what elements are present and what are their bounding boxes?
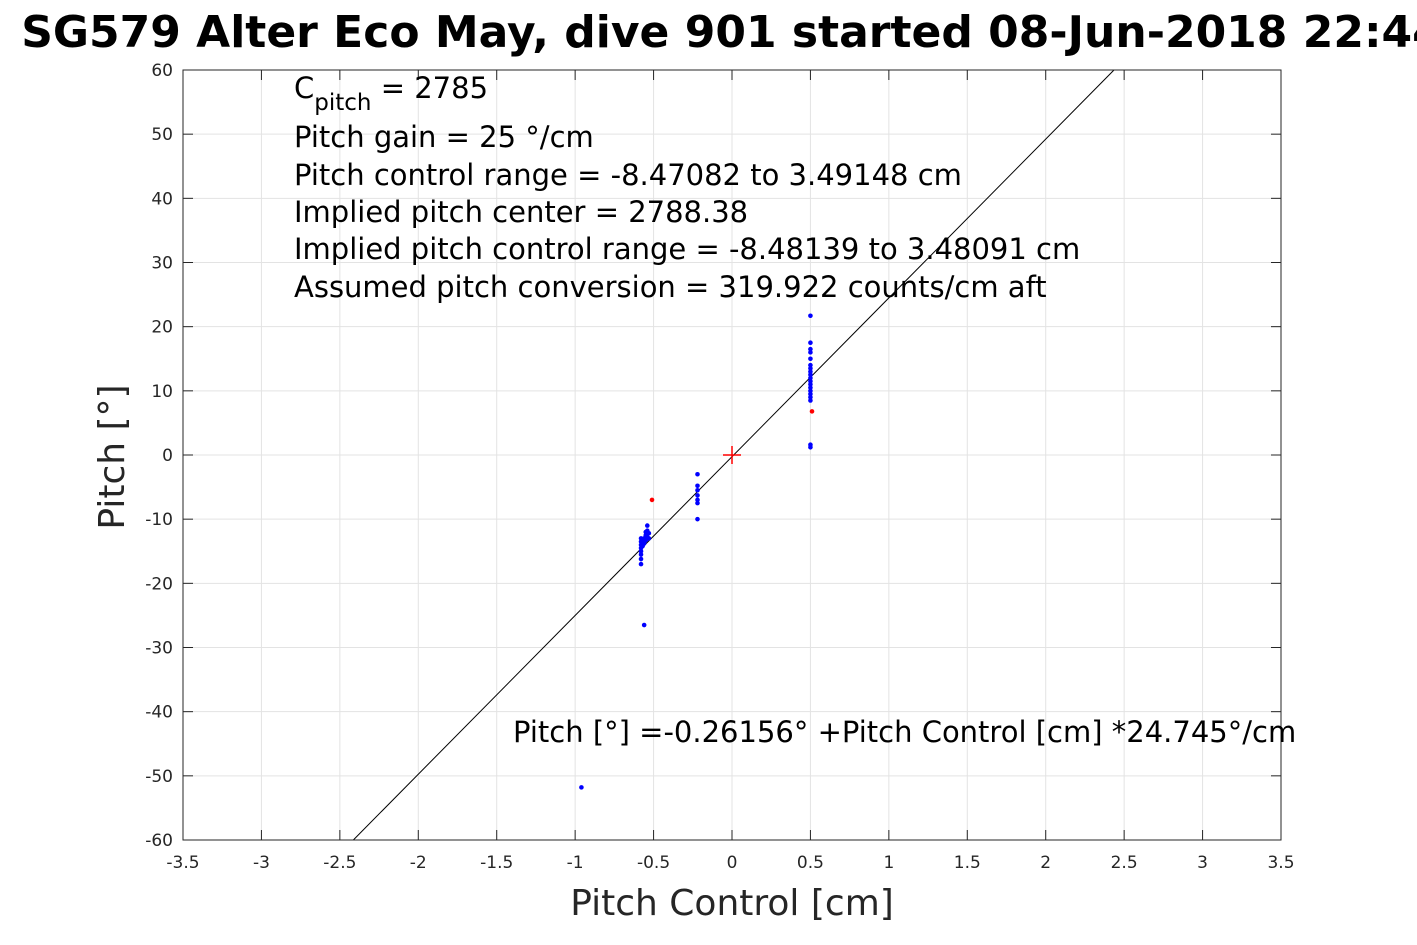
data-point: [808, 313, 813, 319]
x-tick-label: 0: [727, 853, 738, 873]
annotation-implied-range: Implied pitch control range = -8.48139 t…: [294, 232, 1080, 266]
y-tick-label: 50: [151, 125, 173, 145]
center-marker-group: [723, 446, 741, 464]
y-axis-label: Pitch [°]: [92, 384, 133, 529]
y-tick-label: 60: [151, 61, 173, 81]
data-point: [808, 369, 813, 374]
data-point: [649, 497, 655, 503]
y-tick-label: 30: [151, 254, 173, 274]
data-point: [638, 548, 644, 554]
y-tick-label: -30: [145, 639, 173, 659]
cpitch-symbol: C: [294, 71, 314, 105]
data-point: [579, 785, 584, 790]
x-tick-label: 1.5: [954, 853, 981, 873]
data-point: [808, 388, 813, 394]
data-point: [695, 483, 700, 489]
data-point: [808, 350, 813, 355]
x-tick-label: -1.5: [480, 853, 513, 873]
y-tick-label: -20: [145, 574, 173, 594]
data-point: [644, 523, 650, 528]
axis-ticks: -3.5 -3 -2.5 -2 -1.5 -1 -0.5 0 0.5 1 1.5 2 2.5 3 3.5 60…: [145, 61, 1294, 873]
y-tick-label: -10: [145, 510, 173, 530]
x-tick-label: 3: [1197, 853, 1208, 873]
data-point: [808, 362, 813, 368]
data-point: [638, 561, 644, 567]
y-tick-label: 20: [151, 318, 173, 338]
cpitch-subscript: pitch: [314, 90, 371, 116]
data-point: [808, 442, 813, 448]
x-axis-label: Pitch Control [cm]: [570, 883, 894, 924]
data-point: [808, 372, 813, 378]
annotation-fit-equation: Pitch [°] =-0.26156° +Pitch Control [cm]…: [513, 715, 1296, 749]
annotation-cpitch: Cpitch = 2785: [294, 71, 488, 116]
data-point: [808, 398, 813, 403]
x-tick-label: 2: [1040, 853, 1051, 873]
data-point: [646, 536, 652, 541]
data-point: [695, 516, 700, 522]
data-point: [808, 346, 813, 352]
y-tick-label: -50: [145, 767, 173, 787]
data-point: [641, 622, 647, 628]
y-tick-label: 0: [162, 446, 173, 466]
chart-title: SG579 Alter Eco May, dive 901 started 08…: [21, 7, 1417, 58]
data-point: [809, 409, 815, 414]
data-points: [579, 313, 815, 790]
data-point: [808, 378, 813, 384]
x-tick-label: -1: [567, 853, 584, 873]
annotation-implied-center: Implied pitch center = 2788.38: [294, 195, 748, 229]
cpitch-value: = 2785: [371, 71, 488, 105]
x-tick-label: -3.5: [166, 853, 199, 873]
annotation-conversion: Assumed pitch conversion = 319.922 count…: [294, 270, 1047, 304]
data-point: [646, 530, 652, 536]
data-point: [808, 382, 813, 387]
data-point: [808, 391, 813, 397]
data-point: [695, 500, 700, 506]
data-point: [808, 356, 813, 362]
data-point: [695, 487, 700, 493]
x-tick-label: -2.5: [323, 853, 356, 873]
data-point: [695, 471, 700, 477]
data-point: [808, 366, 813, 371]
x-tick-label: 3.5: [1267, 853, 1294, 873]
data-point: [638, 556, 644, 562]
annotation-control-range: Pitch control range = -8.47082 to 3.4914…: [294, 158, 962, 192]
x-tick-label: 1: [883, 853, 894, 873]
x-tick-label: -2: [410, 853, 427, 873]
x-tick-label: -3: [253, 853, 270, 873]
data-point: [695, 497, 700, 503]
data-point: [808, 394, 813, 400]
data-point: [638, 552, 644, 557]
data-point: [808, 375, 813, 381]
y-tick-label: -40: [145, 703, 173, 723]
data-point: [695, 493, 700, 498]
x-tick-label: -0.5: [637, 853, 670, 873]
y-tick-label: 10: [151, 382, 173, 402]
y-tick-label: -60: [145, 831, 173, 851]
x-tick-label: 0.5: [797, 853, 824, 873]
y-tick-label: 40: [151, 189, 173, 209]
x-tick-label: 2.5: [1111, 853, 1138, 873]
annotation-pitch-gain: Pitch gain = 25 °/cm: [294, 120, 594, 154]
data-point: [808, 385, 813, 390]
data-point: [808, 340, 813, 346]
